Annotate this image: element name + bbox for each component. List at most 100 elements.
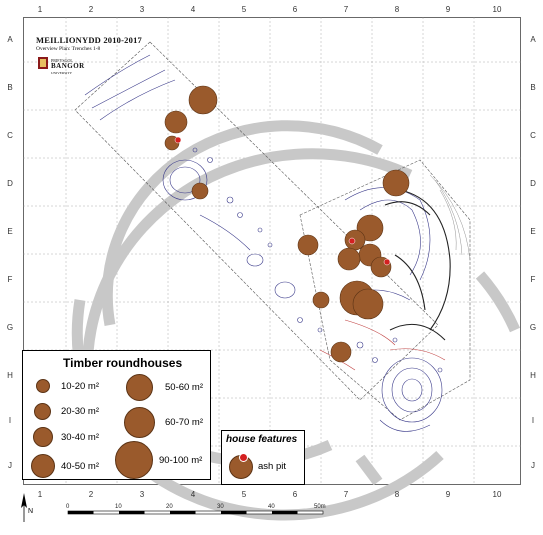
legend-item: 20-30 m² [31,403,99,420]
legend-label: 10-20 m² [61,380,100,392]
roundhouse [188,85,218,115]
grid-row-labels-left: A B C D E F G H I J [7,35,13,470]
col-label: 8 [395,5,400,14]
roundhouse [382,169,410,197]
row-label: E [7,227,12,236]
col-label: 1 [38,5,43,14]
roundhouse-swatch-icon [31,454,55,478]
ash-pit-label: ash pit [258,461,286,472]
row-label: H [530,371,536,380]
outer-enclosure-ditch-east [475,271,521,333]
scale-label: 40 [268,504,275,510]
col-label: 7 [344,5,349,14]
col-label: 2 [89,490,94,499]
legend-item: 40-50 m² [31,454,99,478]
col-label: 9 [446,5,451,14]
trench-extension [299,159,471,421]
ash-pits [174,136,391,266]
grid-row-labels-right: A B C D E F G H I J [530,35,536,470]
dark-ditch-features [384,189,451,341]
row-label: B [7,83,12,92]
north-arrow-icon: N [21,493,33,522]
row-label: I [532,416,534,425]
roundhouse [330,341,352,363]
inner-enclosure-ditch [101,120,383,326]
logo-name: BANGOR [51,62,85,70]
legend-label: 30-40 m² [61,431,100,443]
row-label: A [7,35,13,44]
col-label: 5 [242,5,247,14]
roundhouse [352,288,384,320]
roundhouse [297,234,319,256]
legend-label: 20-30 m² [61,406,100,417]
col-label: 6 [293,5,298,14]
col-label: 1 [38,490,43,499]
ash-pit [174,136,182,144]
house-features-legend: house features ash pit [221,430,305,485]
roundhouse-swatch-icon [36,379,50,393]
logo-line-1: PRIFYSGOL [51,58,73,63]
logo-line-2: UNIVERSITY [51,71,72,75]
legend-item: 90-100 m² [113,441,202,479]
roundhouse-swatch-icon [34,403,51,420]
row-label: I [9,416,11,425]
row-label: F [8,275,13,284]
excavated-features [84,54,443,432]
legend-title: Timber roundhouses [63,356,183,370]
col-label: 6 [293,490,298,499]
col-label: 9 [446,490,451,499]
scale-label: 0 [66,504,70,510]
legend-item: 10-20 m² [31,379,99,393]
col-label: 5 [242,490,247,499]
trench-outline [74,41,439,401]
university-crest-icon [38,57,48,69]
ash-pit [348,237,356,245]
row-label: H [7,371,13,380]
roundhouse-legend: Timber roundhouses 10-20 m² 20-30 m² 30-… [22,350,211,480]
col-label: 4 [191,490,196,499]
row-label: C [7,131,13,140]
row-label: A [530,35,536,44]
roundhouses [164,85,410,363]
col-label: 7 [344,490,349,499]
roundhouse-swatch-icon [126,374,153,401]
legend-item: 50-60 m² [121,374,203,401]
roundhouse-swatch-icon [115,441,153,479]
col-label: 8 [395,490,400,499]
hatched-features [429,174,471,261]
house-features-title: house features [226,434,298,445]
legend-item: 30-40 m² [31,427,99,447]
ditch-terminal [355,454,383,486]
row-label: J [8,461,12,470]
legend-label: 60-70 m² [165,417,204,428]
outer-enclosure-ditch [81,148,413,386]
row-label: G [7,323,13,332]
legend-item: 60-70 m² [121,407,203,438]
roundhouse [164,110,188,134]
row-label: B [530,83,535,92]
scale-label: 50m [314,504,326,510]
map-title: MEILLIONYDD 2010-2017 [36,35,142,45]
roundhouse-swatch-icon [124,407,155,438]
legend-label: 40-50 m² [61,460,100,472]
row-label: D [530,179,536,188]
scale-label: 20 [166,504,173,510]
row-label: F [531,275,536,284]
col-label: 3 [140,5,145,14]
roundhouse [337,247,361,271]
grid-column-labels-top: 1 2 3 4 5 6 7 8 9 10 [38,5,502,14]
row-label: E [530,227,535,236]
legend-label: 50-60 m² [165,382,204,393]
row-label: G [530,323,536,332]
row-label: J [531,461,535,470]
col-label: 3 [140,490,145,499]
scale-label: 30 [217,504,224,510]
col-label: 10 [493,490,502,499]
roundhouse [312,291,330,309]
col-label: 4 [191,5,196,14]
legend-label: 90-100 m² [159,454,203,466]
scale-label: 10 [115,504,122,510]
roundhouse-swatch-icon [33,427,53,447]
row-label: C [530,131,536,140]
ash-pit [383,258,391,266]
